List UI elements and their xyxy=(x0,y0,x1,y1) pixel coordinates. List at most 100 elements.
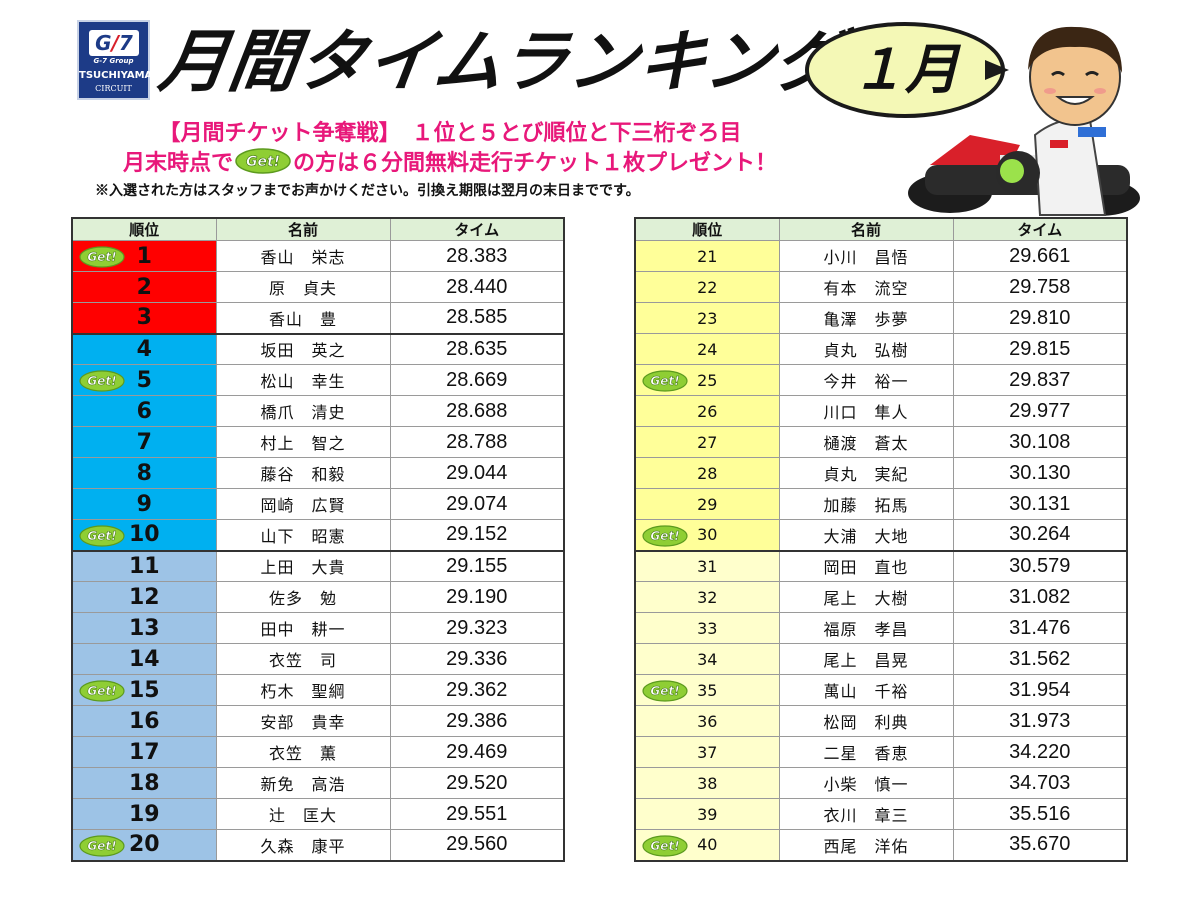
rank-number: 31 xyxy=(697,556,718,576)
rank-cell: 9 xyxy=(71,488,217,520)
driver-name: 衣笠 司 xyxy=(215,643,391,675)
rank-cell: 18 xyxy=(71,767,217,799)
rank-cell: 8 xyxy=(71,457,217,489)
rank-number: 30 xyxy=(697,525,718,545)
lap-time: 28.688 xyxy=(389,395,565,427)
lap-time: 29.362 xyxy=(389,674,565,706)
table-row: 33 福原 孝昌 31.476 xyxy=(634,612,1128,644)
promo-line-2-after: の方は６分間無料走行チケット１枚プレゼント！ xyxy=(293,150,778,176)
table-row: 34 尾上 昌晃 31.562 xyxy=(634,643,1128,675)
rank-cell: 27 xyxy=(634,426,780,458)
get-badge-text: Get! xyxy=(87,529,116,543)
logo-group-text: G-7 Group xyxy=(93,57,134,65)
driver-name: 橋爪 清史 xyxy=(215,395,391,427)
get-badge-text: Get! xyxy=(650,374,679,388)
table-row: 16 安部 貴幸 29.386 xyxy=(71,705,565,737)
lap-time: 30.130 xyxy=(952,457,1128,489)
rank-cell: Get! 25 xyxy=(634,364,780,396)
mark-g: G xyxy=(95,31,112,55)
rank-cell: 19 xyxy=(71,798,217,830)
rank-cell: 6 xyxy=(71,395,217,427)
mark-slash: / xyxy=(111,31,119,55)
lap-time: 29.469 xyxy=(389,736,565,768)
table-row: 2 原 貞夫 28.440 xyxy=(71,271,565,303)
lap-time: 31.082 xyxy=(952,581,1128,613)
table-row: Get! 15 朽木 聖綱 29.362 xyxy=(71,674,565,706)
rank-cell: 12 xyxy=(71,581,217,613)
ranking-right-body: 21 小川 昌悟 29.661 22 有本 流空 29.758 23 亀澤 歩夢 29.810 2… xyxy=(634,240,1128,861)
ranking-table-right: 順位 名前 タイム 21 小川 昌悟 29.661 22 有本 流空 29.758 23 亀澤… xyxy=(634,217,1128,862)
driver-name: 佐多 勉 xyxy=(215,581,391,613)
lap-time: 28.669 xyxy=(389,364,565,396)
driver-name: 二星 香恵 xyxy=(778,736,954,768)
rank-number: 37 xyxy=(697,742,718,762)
rank-cell: 33 xyxy=(634,612,780,644)
rank-cell: 21 xyxy=(634,240,780,272)
table-row: Get! 1 香山 栄志 28.383 xyxy=(71,240,565,272)
rank-number: 26 xyxy=(697,401,718,421)
rank-cell: 3 xyxy=(71,302,217,334)
table-row: 3 香山 豊 28.585 xyxy=(71,302,565,334)
driver-name: 今井 裕一 xyxy=(778,364,954,396)
lap-time: 29.758 xyxy=(952,271,1128,303)
rank-cell: 28 xyxy=(634,457,780,489)
table-row: 39 衣川 章三 35.516 xyxy=(634,798,1128,830)
table-row: Get! 30 大浦 大地 30.264 xyxy=(634,519,1128,551)
table-row: 28 貞丸 実紀 30.130 xyxy=(634,457,1128,489)
header-rank: 順位 xyxy=(634,217,780,241)
lap-time: 29.155 xyxy=(389,549,565,582)
driver-name: 萬山 千裕 xyxy=(778,674,954,706)
rank-cell: Get! 5 xyxy=(71,364,217,396)
table-row: 29 加藤 拓馬 30.131 xyxy=(634,488,1128,520)
get-badge-icon: Get! xyxy=(642,370,688,392)
driver-name: 辻 匡大 xyxy=(215,798,391,830)
lap-time: 29.190 xyxy=(389,581,565,613)
get-badge-text: Get! xyxy=(87,374,116,388)
logo-circuit-text: CIRCUIT xyxy=(95,84,132,93)
get-badge-text: Get! xyxy=(650,839,679,853)
rank-cell: 39 xyxy=(634,798,780,830)
driver-name: 川口 隼人 xyxy=(778,395,954,427)
lap-time: 29.386 xyxy=(389,705,565,737)
driver-name: 福原 孝昌 xyxy=(778,612,954,644)
driver-name: 山下 昭憲 xyxy=(215,519,391,551)
driver-name: 貞丸 実紀 xyxy=(778,457,954,489)
rank-cell: 36 xyxy=(634,705,780,737)
lap-time: 29.152 xyxy=(389,519,565,551)
rank-number: 13 xyxy=(128,615,160,641)
promo-line-2-before: 月末時点で xyxy=(122,150,233,176)
rank-cell: 37 xyxy=(634,736,780,768)
driver-name: 樋渡 蒼太 xyxy=(778,426,954,458)
table-row: 18 新免 高浩 29.520 xyxy=(71,767,565,799)
kart-seat-icon xyxy=(930,135,1020,165)
rank-number: 9 xyxy=(136,491,152,517)
lap-time: 29.810 xyxy=(952,302,1128,334)
lap-time: 29.837 xyxy=(952,364,1128,396)
rank-cell: 7 xyxy=(71,426,217,458)
rank-cell: 2 xyxy=(71,271,217,303)
rank-number: 15 xyxy=(128,677,160,703)
table-row: Get! 5 松山 幸生 28.669 xyxy=(71,364,565,396)
table-row: 19 辻 匡大 29.551 xyxy=(71,798,565,830)
driver-name: 尾上 大樹 xyxy=(778,581,954,613)
header-name: 名前 xyxy=(215,217,391,241)
table-row: 31 岡田 直也 30.579 xyxy=(634,549,1128,582)
get-badge-icon: Get! xyxy=(642,525,688,547)
rank-cell: Get! 10 xyxy=(71,519,217,551)
rank-number: 10 xyxy=(128,522,160,548)
driver-name: 尾上 昌晃 xyxy=(778,643,954,675)
lap-time: 28.383 xyxy=(389,240,565,272)
driver-name: 亀澤 歩夢 xyxy=(778,302,954,334)
rank-number: 8 xyxy=(136,460,152,486)
lap-time: 29.560 xyxy=(389,829,565,861)
lap-time: 28.788 xyxy=(389,426,565,458)
rank-cell: Get! 20 xyxy=(71,829,217,861)
driver-name: 貞丸 弘樹 xyxy=(778,333,954,365)
lap-time: 35.516 xyxy=(952,798,1128,830)
rank-number: 35 xyxy=(697,680,718,700)
get-badge-text: Get! xyxy=(87,250,116,264)
rank-cell: 29 xyxy=(634,488,780,520)
table-row: 4 坂田 英之 28.635 xyxy=(71,332,565,365)
bubble-tail xyxy=(985,60,1009,80)
mark-7: 7 xyxy=(118,31,133,55)
